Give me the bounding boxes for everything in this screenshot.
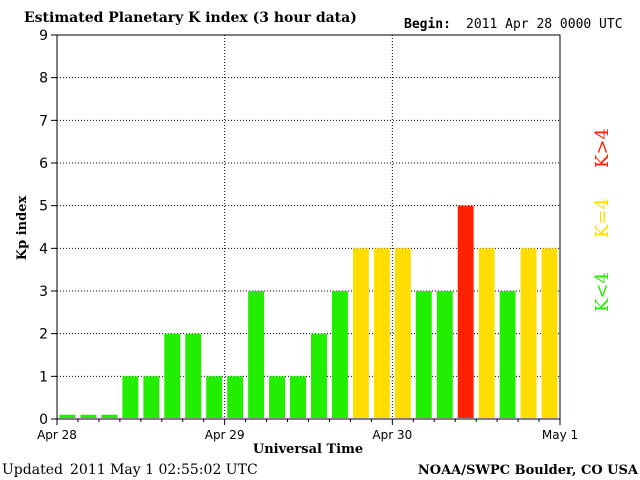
- plot-area: [56, 34, 561, 420]
- kp-bar: [541, 248, 558, 418]
- kp-bar: [59, 414, 76, 418]
- y-tick-label: 0: [39, 412, 48, 428]
- kp-bar: [290, 376, 306, 418]
- y-tick-label: 4: [39, 241, 48, 257]
- legend-k-less-4: K<4: [592, 272, 613, 312]
- kp-bar: [311, 333, 327, 418]
- kp-bar: [269, 376, 286, 418]
- x-tick-label: Apr 30: [372, 428, 412, 442]
- updated-label: Updated: [2, 462, 63, 478]
- kp-bar: [248, 291, 265, 418]
- begin-label: Begin:: [404, 17, 451, 32]
- y-tick-label: 7: [39, 113, 48, 129]
- kp-bar: [185, 333, 202, 418]
- kp-bar: [457, 205, 474, 418]
- x-tick-label: Apr 29: [205, 428, 245, 442]
- kp-bar: [415, 291, 432, 418]
- legend-k-greater-4: K>4: [592, 128, 613, 168]
- x-axis-label: Universal Time: [253, 442, 363, 457]
- x-ticks: Apr 28 Apr 29 Apr 30 May 1: [37, 419, 578, 442]
- kp-bar: [206, 376, 223, 418]
- x-tick-label: May 1: [542, 428, 578, 442]
- kp-bar: [520, 248, 537, 418]
- y-tick-label: 2: [39, 327, 48, 343]
- source-credit: NOAA/SWPC Boulder, CO USA: [418, 463, 639, 478]
- y-tick-label: 1: [39, 369, 48, 385]
- y-axis-label: Kp index: [15, 196, 30, 261]
- grid-lines: [57, 35, 560, 419]
- kp-bar: [394, 248, 411, 418]
- kp-bar: [101, 414, 118, 418]
- kp-bar: [227, 376, 244, 418]
- begin-value: 2011 Apr 28 0000 UTC: [466, 17, 623, 32]
- chart-title: Estimated Planetary K index (3 hour data…: [24, 10, 357, 26]
- kp-bar: [352, 248, 369, 418]
- y-tick-label: 9: [39, 28, 48, 44]
- y-tick-label: 3: [39, 284, 48, 300]
- kp-bar: [80, 414, 97, 418]
- x-tick-label: Apr 28: [37, 428, 77, 442]
- y-tick-label: 8: [39, 71, 48, 87]
- bars-group: [59, 205, 558, 418]
- kp-bar: [143, 376, 160, 418]
- y-ticks: 0 1 2 3 4 5 6 7 8 9: [39, 28, 57, 428]
- kp-bar: [499, 291, 516, 418]
- updated-value: 2011 May 1 02:55:02 UTC: [70, 462, 258, 478]
- kp-bar: [122, 376, 139, 418]
- kp-bar: [373, 248, 390, 418]
- kp-bar: [331, 291, 348, 418]
- y-tick-label: 6: [39, 156, 48, 172]
- kp-bar: [478, 248, 495, 418]
- y-tick-label: 5: [39, 199, 48, 215]
- legend-k-equal-4: K=4: [592, 198, 613, 238]
- kp-bar: [164, 333, 181, 418]
- kp-bar: [436, 291, 453, 418]
